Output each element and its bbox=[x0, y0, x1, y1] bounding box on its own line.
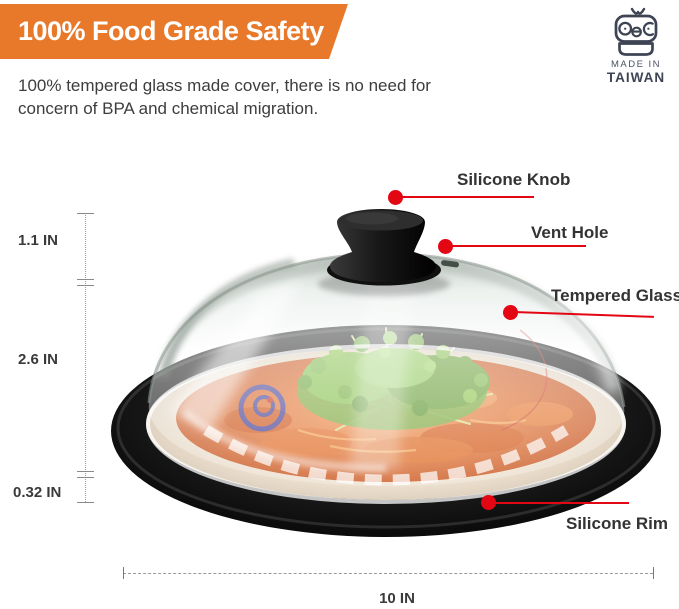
callout-label-vent-hole: Vent Hole bbox=[531, 223, 609, 242]
callout-dot-tempered-glass bbox=[503, 305, 518, 320]
callout-line-vent-hole bbox=[450, 245, 586, 247]
dimension-tick bbox=[77, 213, 94, 214]
vent-hole-mark bbox=[441, 260, 459, 268]
dimension-rim-height: 0.32 IN bbox=[13, 484, 62, 501]
dimension-tick bbox=[77, 477, 94, 478]
owl-right-eye bbox=[642, 21, 655, 37]
callout-line-silicone-knob bbox=[398, 196, 534, 198]
owl-crest bbox=[630, 7, 646, 15]
glass-glare-left bbox=[170, 281, 302, 432]
dimension-tick bbox=[77, 471, 94, 472]
callout-label-tempered-glass: Tempered Glass bbox=[551, 286, 679, 305]
owl-body bbox=[618, 42, 654, 56]
description-line1: 100% tempered glass made cover, there is… bbox=[18, 76, 431, 95]
headline-title: 100% Food Grade Safety bbox=[18, 16, 324, 46]
height-dimension-line bbox=[85, 213, 86, 502]
brand-logo-block: MADE IN TAIWAN bbox=[598, 2, 674, 85]
owl-logo-icon bbox=[614, 7, 658, 56]
owl-left-eye bbox=[618, 21, 633, 36]
dimension-tick bbox=[77, 279, 94, 280]
dimension-knob-height: 1.1 IN bbox=[18, 232, 59, 249]
glass-glare-right bbox=[551, 290, 620, 394]
description-line2: concern of BPA and chemical migration. bbox=[18, 99, 319, 118]
glass-glare-center bbox=[350, 280, 414, 470]
description-text: 100% tempered glass made cover, there is… bbox=[18, 74, 431, 120]
callout-label-silicone-rim: Silicone Rim bbox=[566, 514, 669, 533]
country-label: TAIWAN bbox=[606, 70, 666, 85]
dimension-tick bbox=[77, 285, 94, 286]
callout-dot-silicone-knob bbox=[388, 190, 403, 205]
diameter-dimension-line bbox=[123, 573, 653, 574]
callout-line-silicone-rim bbox=[492, 502, 629, 504]
dimension-glass-height: 2.6 IN bbox=[18, 351, 59, 368]
callout-dot-silicone-rim bbox=[481, 495, 496, 510]
dimension-tick bbox=[653, 567, 654, 579]
dimension-diameter: 10 IN bbox=[379, 590, 415, 607]
dimension-tick bbox=[123, 567, 124, 579]
made-in-label: MADE IN bbox=[610, 59, 662, 70]
owl-head bbox=[614, 14, 658, 43]
callout-dot-vent-hole bbox=[438, 239, 453, 254]
headline-banner: 100% Food Grade Safety bbox=[0, 4, 348, 59]
dimension-tick bbox=[77, 502, 94, 503]
knob-shape bbox=[318, 209, 450, 296]
callout-label-silicone-knob: Silicone Knob bbox=[457, 170, 571, 189]
